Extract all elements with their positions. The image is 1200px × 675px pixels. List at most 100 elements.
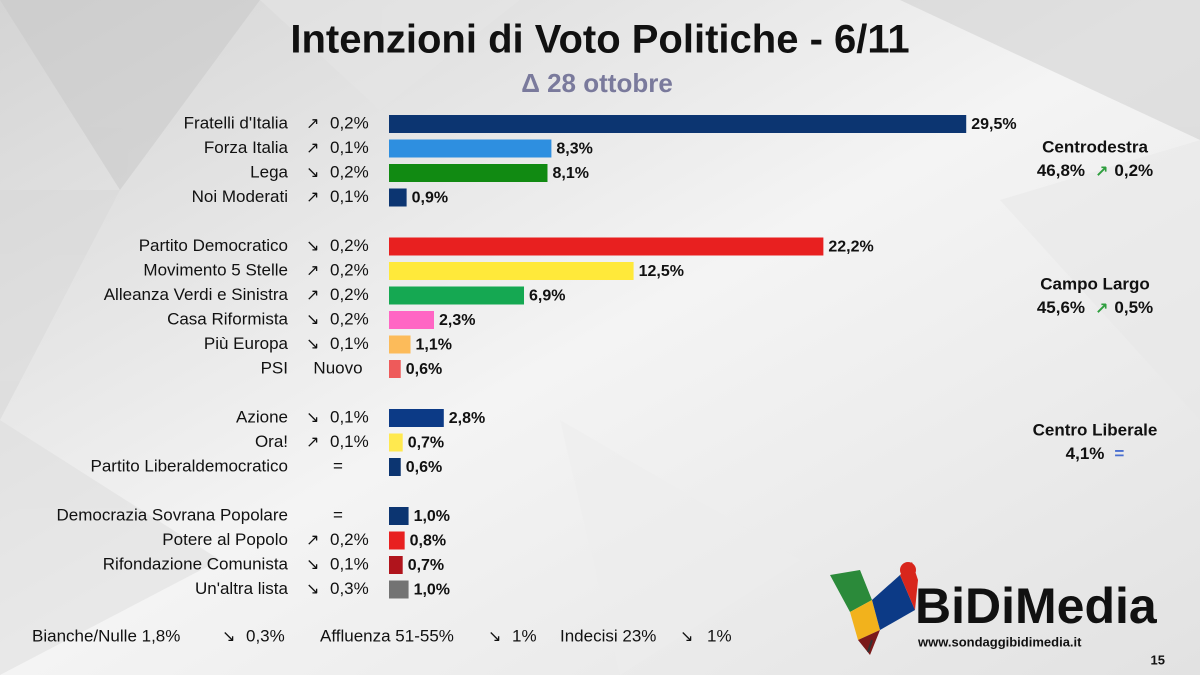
trend-arrow: ↘ (222, 627, 235, 646)
trend-arrow: ↘ (306, 236, 319, 255)
trend-arrow: ↗ (306, 285, 319, 304)
trend-arrow: ↘ (306, 334, 319, 353)
coalition-name: Centro Liberale (1033, 420, 1158, 439)
delta: 0,1% (330, 432, 369, 451)
delta: 0,2% (330, 530, 369, 549)
delta: = (333, 505, 343, 524)
trend-arrow: ↘ (306, 579, 319, 598)
bar (389, 531, 405, 550)
trend-arrow: ↘ (306, 163, 319, 182)
delta: 0,2% (330, 309, 369, 328)
value-label: 1,0% (414, 508, 450, 525)
category-label: Azione (236, 407, 288, 426)
bar (389, 433, 403, 452)
category-label: Lega (250, 162, 288, 181)
delta: 0,2% (330, 260, 369, 279)
delta: Nuovo (313, 358, 362, 377)
value-label: 29,5% (971, 116, 1016, 133)
value-label: 8,3% (556, 141, 592, 158)
category-label: Rifondazione Comunista (103, 554, 289, 573)
chart-title: Intenzioni di Voto Politiche - 6/11 (290, 18, 909, 62)
coalition-delta: 0,5% (1114, 298, 1153, 317)
category-label: Democrazia Sovrana Popolare (56, 505, 288, 524)
category-label: Un'altra lista (195, 579, 289, 598)
trend-arrow: ↗ (306, 261, 319, 280)
footer-delta: 1% (707, 626, 732, 645)
delta: 0,2% (330, 285, 369, 304)
delta: 0,1% (330, 554, 369, 573)
bar (389, 115, 967, 133)
footer-delta: 1% (512, 626, 537, 645)
category-label: Forza Italia (204, 138, 289, 157)
trend-arrow: ↗ (306, 114, 319, 133)
category-label: Alleanza Verdi e Sinistra (104, 285, 289, 304)
bar (389, 311, 435, 329)
category-label: Fratelli d'Italia (184, 113, 289, 132)
bar (389, 164, 548, 182)
value-label: 6,9% (529, 288, 565, 305)
category-label: Partito Liberaldemocratico (91, 456, 288, 475)
value-label: 1,1% (416, 337, 452, 354)
delta: 0,2% (330, 162, 369, 181)
category-label: Noi Moderati (192, 187, 288, 206)
coalition-total: 4,1% = (1066, 444, 1125, 463)
value-label: 0,8% (410, 533, 446, 550)
bar (389, 360, 401, 378)
value-label: 0,6% (406, 361, 442, 378)
footer-delta: 0,3% (246, 626, 285, 645)
trend-arrow: ↗ (1095, 162, 1108, 181)
value-label: 0,9% (412, 190, 448, 207)
coalition-name: Campo Largo (1040, 274, 1150, 293)
value-label: 0,6% (406, 459, 442, 476)
trend-arrow: ↗ (306, 432, 319, 451)
value-label: 8,1% (552, 165, 588, 182)
delta: 0,2% (330, 236, 369, 255)
coalition-total: 46,8% ↗ 0,2% (1037, 161, 1153, 180)
value-label: 0,7% (408, 557, 444, 574)
category-label: Più Europa (204, 334, 289, 353)
category-label: Movimento 5 Stelle (143, 260, 288, 279)
trend-arrow: ↘ (306, 310, 319, 329)
bar (389, 286, 525, 305)
value-label: 2,3% (439, 312, 475, 329)
logo (830, 562, 918, 655)
value-label: 12,5% (639, 263, 684, 280)
value-label: 1,0% (414, 582, 450, 599)
category-label: Potere al Popolo (162, 530, 288, 549)
bar (389, 409, 444, 427)
delta: 0,3% (330, 579, 369, 598)
bar (389, 507, 409, 525)
trend-arrow: ↗ (1095, 299, 1108, 318)
delta: 0,2% (330, 113, 369, 132)
trend-arrow: ↘ (306, 555, 319, 574)
bar (389, 139, 552, 158)
category-label: Ora! (255, 432, 288, 451)
bar (389, 237, 824, 256)
trend-arrow: ↘ (680, 627, 693, 646)
coalition-percent: 4,1% (1066, 444, 1105, 463)
bar (389, 262, 634, 280)
coalition-delta: 0,2% (1114, 161, 1153, 180)
delta: 0,1% (330, 187, 369, 206)
footer-label: Affluenza 51-55% (320, 626, 454, 645)
subtitle: Δ 28 ottobre (521, 68, 673, 98)
bar (389, 580, 409, 599)
value-label: 2,8% (449, 410, 485, 427)
category-label: PSI (261, 358, 288, 377)
coalition-percent: 45,6% (1037, 298, 1085, 317)
delta: = (333, 456, 343, 475)
value-label: 22,2% (828, 239, 873, 256)
bar (389, 188, 407, 207)
delta: 0,1% (330, 407, 369, 426)
bar (389, 335, 411, 354)
delta: 0,1% (330, 138, 369, 157)
brand-name: BiDiMedia (915, 578, 1158, 634)
value-label: 0,7% (408, 435, 444, 452)
trend-arrow: ↗ (306, 187, 319, 206)
trend-arrow: ↘ (488, 627, 501, 646)
page-number: 15 (1151, 652, 1165, 667)
coalition-delta: = (1114, 444, 1124, 463)
bar (389, 458, 401, 476)
footer-label: Indecisi 23% (560, 626, 656, 645)
